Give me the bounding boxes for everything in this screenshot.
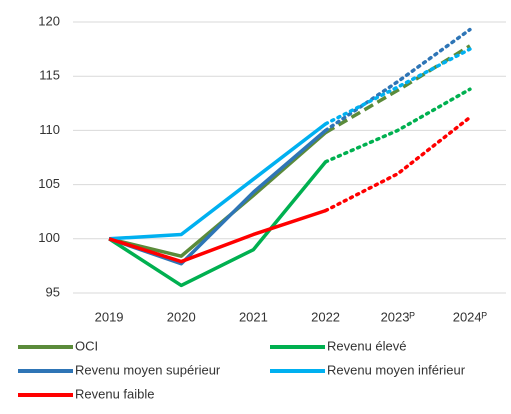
series-line xyxy=(323,47,472,126)
series-line xyxy=(108,122,327,241)
x-tick-label: 2019 xyxy=(95,309,124,324)
x-tick-label: 2023ᴾ xyxy=(381,309,416,324)
y-tick-label: 105 xyxy=(38,176,60,191)
y-tick-label: 100 xyxy=(38,230,60,245)
legend-label: Revenu faible xyxy=(75,386,155,401)
legend-label: OCI xyxy=(75,338,98,353)
legend-label: Revenu moyen inférieur xyxy=(327,362,466,377)
y-tick-label: 95 xyxy=(46,284,60,299)
series-line xyxy=(323,115,472,213)
x-tick-label: 2020 xyxy=(167,309,196,324)
legend-label: Revenu élevé xyxy=(327,338,407,353)
series-line xyxy=(324,44,471,135)
legend-label: Revenu moyen supérieur xyxy=(75,362,221,377)
series-line xyxy=(323,87,472,164)
series-line xyxy=(108,208,327,264)
series-line xyxy=(108,160,327,288)
x-tick-label: 2022 xyxy=(311,309,340,324)
x-tick-label: 2024ᴾ xyxy=(453,309,488,324)
y-tick-label: 110 xyxy=(39,122,60,137)
x-tick-label: 2021 xyxy=(239,309,268,324)
y-tick-label: 120 xyxy=(38,13,60,28)
y-tick-label: 115 xyxy=(39,68,60,83)
series-line xyxy=(323,27,472,133)
